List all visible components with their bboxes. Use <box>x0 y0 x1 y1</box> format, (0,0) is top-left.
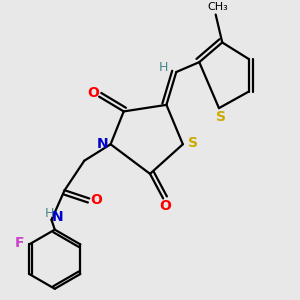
Text: S: S <box>188 136 198 150</box>
Text: N: N <box>97 137 108 151</box>
Text: F: F <box>15 236 25 250</box>
Text: H: H <box>45 207 55 220</box>
Text: O: O <box>87 86 99 100</box>
Text: O: O <box>91 193 102 207</box>
Text: S: S <box>216 110 226 124</box>
Text: CH₃: CH₃ <box>207 2 228 12</box>
Text: H: H <box>158 61 168 74</box>
Text: N: N <box>52 209 64 224</box>
Text: O: O <box>159 199 171 213</box>
